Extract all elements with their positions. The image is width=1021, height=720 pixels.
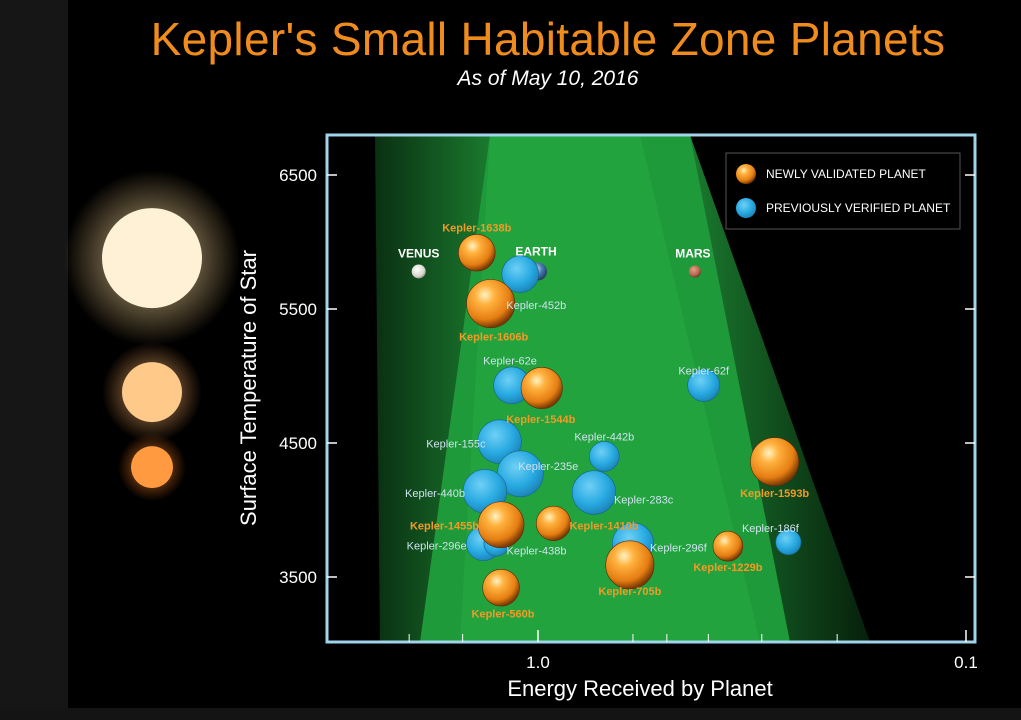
habitable-zone-fade-left <box>330 135 490 642</box>
left-margin-strip <box>0 0 68 720</box>
earth-label: EARTH <box>515 244 556 258</box>
kepler-438b-label: Kepler-438b <box>507 546 567 558</box>
kepler-452b-label: Kepler-452b <box>506 300 566 312</box>
legend: NEWLY VALIDATED PLANET PREVIOUSLY VERIFIE… <box>725 152 961 230</box>
bottom-margin-strip <box>0 708 1021 720</box>
x-axis-title: Energy Received by Planet <box>507 676 772 701</box>
page-title: Kepler's Small Habitable Zone Planets <box>150 13 946 65</box>
kepler-1606b-point <box>466 279 516 329</box>
kepler-1229b-label: Kepler-1229b <box>693 562 762 574</box>
x-tick-label-1-0: 1.0 <box>526 653 550 672</box>
y-tick-label-4500: 4500 <box>279 434 317 453</box>
kepler-186f-label: Kepler-186f <box>742 523 800 535</box>
kepler-296e-label: Kepler-296e <box>407 541 467 553</box>
kepler-296f-label: Kepler-296f <box>650 543 708 555</box>
habitable-zone-fade-right <box>690 135 870 642</box>
legend-box <box>725 152 961 230</box>
legend-marker-prev <box>736 198 756 218</box>
kepler-283c-point <box>571 470 617 515</box>
kepler-705b-point <box>605 540 655 590</box>
kepler-1455b-point <box>477 501 525 549</box>
kepler-442b-point <box>589 441 620 472</box>
kepler-452b-point <box>501 255 539 293</box>
venus-dot <box>411 264 426 279</box>
legend-label-new: NEWLY VALIDATED PLANET <box>766 167 926 181</box>
page-subtitle: As of May 10, 2016 <box>457 67 639 90</box>
kepler-62f-label: Kepler-62f <box>678 365 730 377</box>
y-axis-title: Surface Temperature of Star <box>236 250 261 526</box>
y-tick-label-6500: 6500 <box>279 166 317 185</box>
kepler-560b-point <box>482 569 520 607</box>
kepler-442b-label: Kepler-442b <box>574 431 634 443</box>
kepler-62f-point <box>687 368 721 402</box>
y-tick-label-5500: 5500 <box>279 300 317 319</box>
kepler-62e-label: Kepler-62e <box>483 355 537 367</box>
kepler-1410b-point <box>535 505 572 541</box>
kepler-440b-label: Kepler-440b <box>405 488 465 500</box>
kepler-155c-label: Kepler-155c <box>426 439 486 451</box>
kepler-1638b-point <box>458 234 496 272</box>
kepler-1638b-label: Kepler-1638b <box>442 223 511 235</box>
hot-star <box>102 208 202 309</box>
y-tick-label-3500: 3500 <box>279 568 317 587</box>
kepler-1410b-label: Kepler-1410b <box>569 520 638 532</box>
kepler-560b-label: Kepler-560b <box>472 609 535 621</box>
legend-label-prev: PREVIOUSLY VERIFIED PLANET <box>766 201 951 215</box>
kepler-1593b-point <box>750 437 800 487</box>
x-tick-label-0-1: 0.1 <box>954 653 978 672</box>
kepler-1544b-label: Kepler-1544b <box>506 414 575 426</box>
kepler-1593b-label: Kepler-1593b <box>740 488 809 500</box>
habitable-zone-center <box>460 135 760 642</box>
plot-frame <box>325 133 977 644</box>
kepler-1455b-label: Kepler-1455b <box>410 521 479 533</box>
mars-dot <box>688 265 701 278</box>
kepler-1229b-point <box>712 530 744 562</box>
mars-label: MARS <box>675 246 710 260</box>
kepler-705b-label: Kepler-705b <box>598 586 661 598</box>
kepler-1544b-point <box>520 367 563 410</box>
kepler-283c-label: Kepler-283c <box>614 495 674 507</box>
kepler-1606b-label: Kepler-1606b <box>459 332 528 344</box>
kepler-235e-label: Kepler-235e <box>518 461 578 473</box>
kepler-186f-point <box>775 529 802 556</box>
medium-star <box>122 362 182 423</box>
legend-marker-new <box>736 164 756 184</box>
cool-star <box>131 446 173 489</box>
venus-label: VENUS <box>398 246 439 260</box>
